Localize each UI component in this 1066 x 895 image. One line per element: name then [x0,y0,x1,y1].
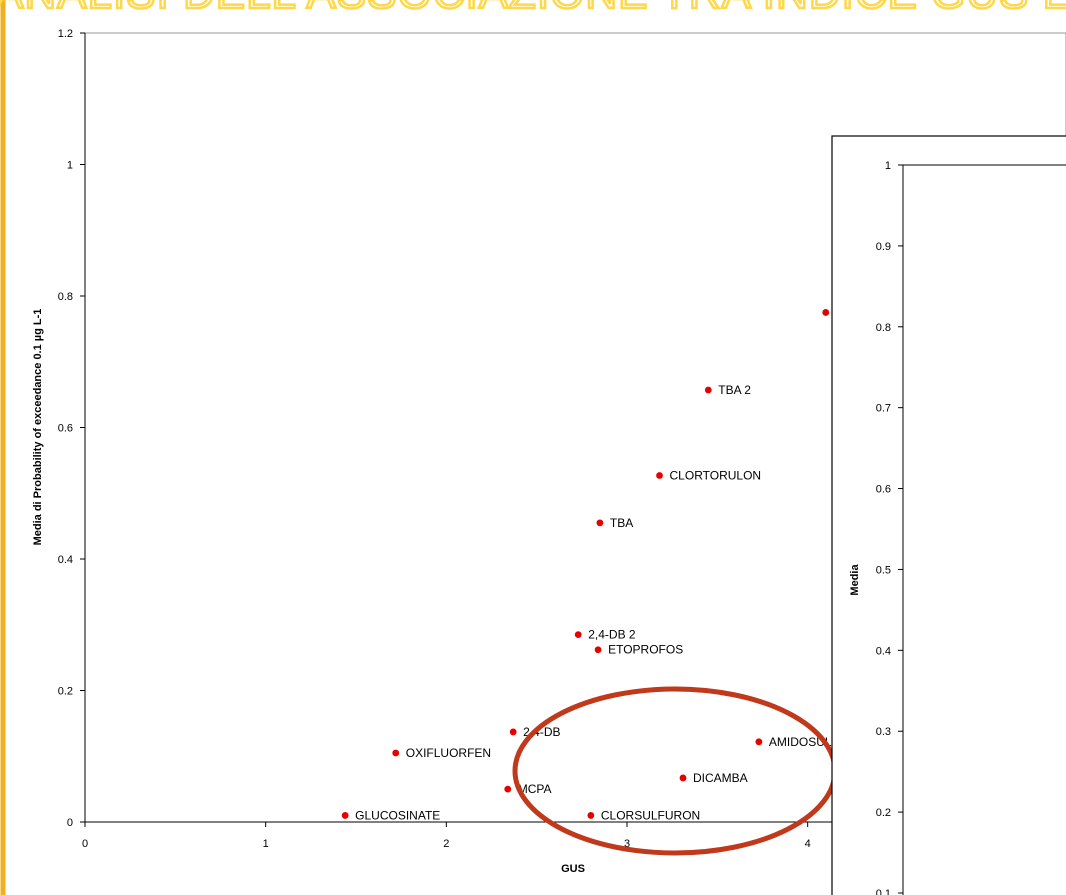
x-tick-label: 4 [805,838,811,850]
data-point [504,785,512,793]
inset-tick-labels: 0.1 0.2 0.3 0.4 0.5 0.6 0.7 0.8 0.9 1 [876,160,891,895]
inset-y-tick-label: 0.5 [876,564,891,576]
data-point [594,646,602,654]
data-label: GLUCOSINATE [355,808,440,822]
x-axis-label: GUS [561,863,585,875]
data-label: OXIFLUORFEN [406,746,491,760]
inset-y-tick-label: 0.4 [876,645,891,657]
inset-y-axis-label: Media [849,564,861,596]
data-label: CLORTORULON [670,468,762,482]
y-tick-label: 1.2 [58,28,73,40]
y-tick-label: 0.6 [58,423,73,435]
data-point [822,309,830,316]
x-tick-label: 2 [443,838,449,850]
x-tick-label: 0 [82,838,88,850]
inset-y-tick-label: 0.1 [876,888,891,895]
y-axis-label: Media di Probability of exceedance 0.1 µ… [32,309,44,546]
data-label: TBA [610,516,633,530]
y-tick-label: 0.2 [58,686,73,698]
data-label: MCPA [518,782,552,796]
inset-chart-panel [831,135,1066,895]
x-tick-label: 1 [263,838,269,850]
data-label: TBA 2 [718,383,751,397]
slide-headline: ANALISI DELL'ASSOCIAZIONE TRA INDICE GUS… [0,0,1066,18]
y-tick-label: 0.4 [58,554,73,566]
inset-y-tick-label: 0.8 [876,322,891,334]
data-point [704,386,712,394]
data-point [679,774,687,782]
tick-labels: 0 0.2 0.4 0.6 0.8 1 1.2 0 1 2 3 4 [58,28,811,850]
inset-axes [898,164,1066,895]
y-tick-label: 0 [67,817,73,829]
data-label: ETOPROFOS [608,643,683,657]
data-point [341,812,349,819]
inset-y-tick-label: 1 [885,160,891,172]
data-label: 2,4-DB 2 [588,628,636,642]
data-point [509,728,517,736]
inset-y-tick-label: 0.6 [876,484,891,496]
data-point [392,749,400,757]
inset-y-tick-label: 0.3 [876,726,891,738]
y-tick-label: 0.8 [58,291,73,303]
inset-y-tick-label: 0.7 [876,403,891,415]
inset-y-tick-label: 0.9 [876,241,891,253]
y-tick-label: 1 [67,160,73,172]
slide-border [0,0,6,895]
data-point [755,738,763,746]
inset-y-tick-label: 0.2 [876,807,891,819]
data-point [656,472,663,479]
data-point [587,812,595,819]
data-point [574,631,582,639]
data-label: CLORSULFURON [601,808,700,822]
x-tick-label: 3 [624,838,630,850]
data-point [596,519,604,527]
inset-chart: 0.1 0.2 0.3 0.4 0.5 0.6 0.7 0.8 0.9 1 Media [831,135,1066,895]
data-label: DICAMBA [693,771,748,785]
